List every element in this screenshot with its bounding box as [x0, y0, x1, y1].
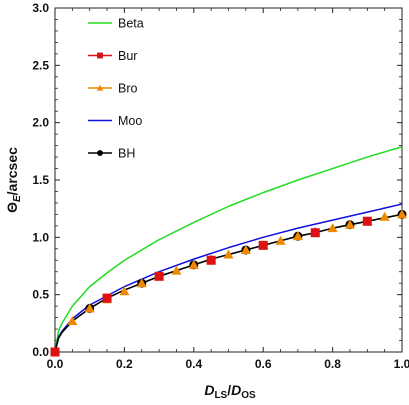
- series-line-beta: [54, 146, 403, 353]
- series-point-bur: [362, 216, 372, 226]
- x-axis-title: DLS/DOS: [204, 382, 256, 401]
- series-point-bur: [310, 228, 320, 238]
- legend-marker-group: [97, 150, 103, 156]
- x-tick-label: 0.2: [116, 357, 133, 371]
- y-tick-label: 2.5: [32, 58, 49, 72]
- x-axis-title-main: D: [204, 382, 214, 398]
- series-point-bro: [275, 235, 286, 245]
- series-point-bro: [136, 278, 147, 288]
- legend-marker-bur: [97, 52, 103, 59]
- legend-marker-group: [97, 52, 103, 59]
- legend-label-moo: Moo: [118, 114, 142, 128]
- y-tick-label: 0.5: [32, 288, 49, 302]
- y-tick-label: 3.0: [32, 1, 49, 15]
- x-tick-label: 0.0: [47, 357, 64, 371]
- x-axis-title-sub: LS: [214, 390, 227, 401]
- series-point-bro: [84, 303, 95, 313]
- x-axis-title-sub2: OS: [241, 390, 256, 401]
- legend-marker-bro: [96, 84, 104, 91]
- axis-ticks: 0.0 0.2 0.4 0.6 0.8 1.0 0.0 0.5 1.0 1.5 2.0 2.5 3.0: [32, 1, 409, 371]
- y-tick-label: 1.0: [32, 230, 49, 244]
- series-layer: [50, 146, 407, 357]
- series-point-bro: [327, 223, 338, 233]
- y-axis-title-main: Θ: [4, 202, 20, 213]
- y-tick-label: 1.5: [32, 173, 49, 187]
- series-point-bro: [171, 265, 182, 275]
- legend-label-bro: Bro: [118, 82, 138, 96]
- legend: Beta Bur Bro Moo BH: [88, 17, 144, 161]
- series-point-bro: [67, 316, 78, 326]
- x-tick-label: 1.0: [394, 357, 409, 371]
- series-point-bro: [344, 219, 355, 229]
- legend-marker-bh: [97, 150, 103, 156]
- legend-marker-group: [96, 84, 104, 91]
- series-point-bro: [292, 231, 303, 241]
- series-point-bur: [102, 293, 112, 303]
- y-axis-title-sub: E: [12, 195, 23, 202]
- x-tick-label: 0.4: [185, 357, 202, 371]
- series-point-bro: [240, 244, 251, 254]
- series-line-moo: [54, 203, 403, 353]
- x-tick-label: 0.6: [255, 357, 272, 371]
- legend-label-beta: Beta: [118, 17, 144, 31]
- x-axis-title-main2: D: [231, 382, 241, 398]
- series-point-bro: [379, 211, 390, 221]
- series-point-bro: [119, 286, 130, 296]
- y-tick-label: 2.0: [32, 116, 49, 130]
- x-axis-title-slash: /: [227, 382, 231, 398]
- x-tick-label: 0.8: [324, 357, 341, 371]
- series-point-bur: [50, 347, 60, 357]
- series-point-bur: [206, 255, 216, 265]
- series-point-bro: [397, 209, 407, 219]
- legend-label-bh: BH: [118, 147, 135, 161]
- series-point-bro: [188, 259, 199, 269]
- y-axis-title: ΘE/arcsec: [4, 147, 23, 213]
- y-axis-title-tail: /arcsec: [4, 147, 20, 195]
- series-point-bur: [258, 240, 268, 250]
- legend-label-bur: Bur: [118, 49, 137, 63]
- y-tick-label: 0.0: [32, 345, 49, 359]
- series-point-bur: [154, 271, 164, 281]
- series-point-bro: [223, 249, 234, 259]
- series-line-bh: [54, 213, 403, 353]
